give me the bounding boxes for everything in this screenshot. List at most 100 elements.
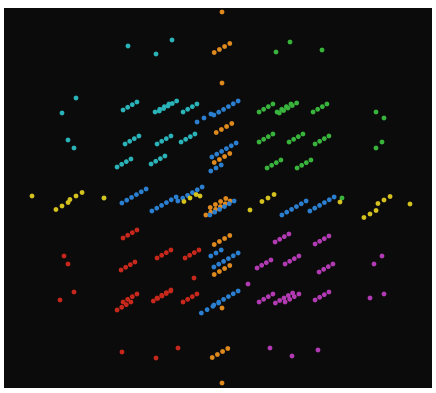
pattern-dot (265, 104, 271, 110)
pattern-dot (67, 197, 73, 202)
pattern-dot (227, 41, 233, 46)
pattern-dot (379, 139, 385, 145)
pattern-dot (326, 233, 332, 239)
pattern-dot (215, 352, 220, 357)
pattern-dot (198, 310, 204, 316)
pattern-dot (124, 197, 130, 203)
pattern-dot (230, 291, 236, 297)
pattern-dot (270, 131, 276, 137)
pattern-dot (272, 239, 278, 245)
pattern-dot (281, 234, 287, 240)
pattern-dot (123, 159, 129, 165)
pattern-dot (154, 255, 160, 261)
pattern-dot (191, 250, 197, 256)
pattern-dot (289, 103, 295, 108)
pattern-dot (217, 207, 222, 212)
pattern-dot (221, 107, 226, 112)
pattern-dot (192, 131, 198, 137)
pattern-dot (291, 136, 297, 142)
pattern-dot (169, 101, 175, 106)
pattern-dot (281, 295, 287, 301)
pattern-dot (159, 138, 165, 144)
pattern-dot (371, 261, 377, 267)
pattern-dot (73, 95, 79, 101)
pattern-dot (277, 236, 283, 242)
pattern-dot (29, 193, 35, 199)
pattern-dot (119, 304, 125, 310)
pattern-dot (407, 201, 413, 207)
pattern-dot (321, 292, 327, 298)
pattern-dot (263, 260, 269, 266)
pattern-dot (227, 151, 233, 156)
pattern-dot (326, 133, 332, 139)
pattern-dot (316, 269, 322, 275)
pattern-dot (265, 134, 271, 140)
pattern-dot (101, 195, 107, 201)
pattern-dot (123, 302, 129, 308)
pattern-dot (233, 140, 239, 146)
pattern-dot (296, 291, 302, 297)
pattern-dot (79, 190, 85, 195)
pattern-dot (213, 130, 219, 135)
pattern-dot (216, 109, 222, 115)
pattern-dot (217, 157, 222, 162)
pattern-dot (259, 199, 265, 204)
pattern-dot (222, 154, 227, 159)
pattern-dot (134, 291, 140, 297)
pattern-dot (213, 250, 219, 256)
pattern-dot (168, 197, 174, 203)
pattern-dot (208, 253, 214, 259)
pattern-dot (71, 145, 77, 151)
pattern-dot (226, 201, 232, 207)
pattern-dot (173, 194, 179, 200)
pattern-dot (194, 101, 200, 107)
pattern-dot (168, 133, 174, 139)
pattern-dot (254, 265, 260, 271)
pattern-dot (273, 49, 279, 55)
pattern-dot (298, 201, 304, 207)
pattern-dot (373, 208, 379, 213)
pattern-dot (303, 198, 309, 204)
pattern-dot (218, 162, 224, 168)
pattern-dot (120, 299, 126, 305)
pattern-dot (317, 238, 323, 244)
pattern-dot (159, 293, 165, 299)
pattern-dot (129, 294, 135, 300)
pattern-dot (267, 345, 273, 351)
pattern-dot (187, 195, 193, 201)
pattern-dot (125, 296, 131, 302)
pattern-dot (163, 250, 169, 256)
pattern-dot (321, 236, 327, 242)
pattern-dot (217, 269, 222, 274)
pattern-dot (322, 200, 327, 206)
pattern-dot (230, 253, 236, 259)
pattern-dot (256, 299, 262, 305)
pattern-dot (273, 160, 279, 166)
pattern-dot (119, 200, 125, 206)
pattern-dot (296, 253, 302, 259)
pattern-dot (285, 293, 291, 298)
pattern-dot (261, 296, 267, 302)
pattern-dot (201, 115, 207, 121)
pattern-dot (291, 294, 297, 300)
pattern-dot (222, 44, 227, 49)
pattern-dot (308, 157, 314, 163)
pattern-dot (134, 192, 139, 198)
pattern-dot (290, 290, 296, 296)
pattern-dot (235, 250, 241, 256)
pattern-dot (222, 266, 227, 271)
pattern-dot (219, 9, 225, 15)
pattern-dot (373, 145, 379, 151)
pattern-dot (325, 264, 331, 270)
pattern-dot (152, 109, 158, 115)
pattern-dot (269, 162, 275, 168)
pattern-dot (128, 156, 134, 162)
pattern-dot (127, 138, 133, 144)
pattern-dot (191, 275, 197, 281)
pattern-dot (264, 165, 270, 171)
pattern-dot (330, 261, 336, 267)
dot-pattern-image (4, 8, 432, 388)
pattern-dot (381, 197, 387, 203)
pattern-dot (211, 264, 217, 270)
